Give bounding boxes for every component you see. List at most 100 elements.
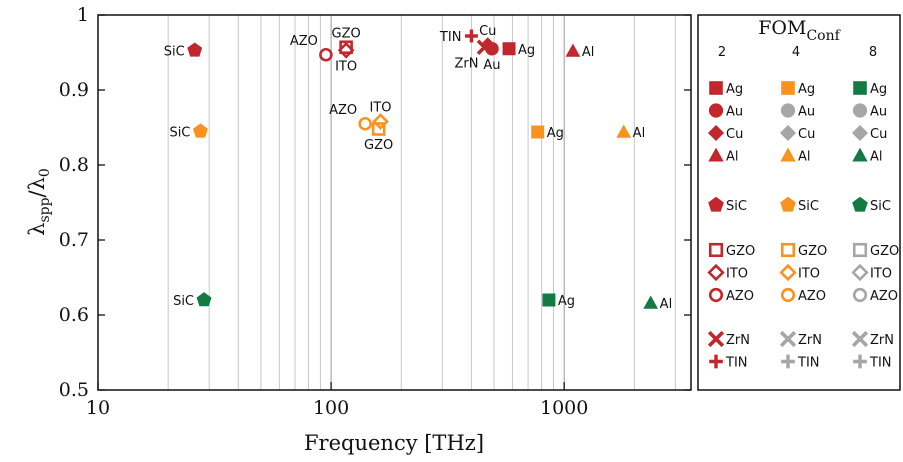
point-label: Au	[483, 58, 500, 73]
point-label: SiC	[164, 44, 185, 59]
grid-lines	[167, 15, 676, 390]
y-axis-title-mid: /λ	[25, 177, 49, 197]
legend-label: GZO	[870, 244, 899, 259]
point-label: Ag	[518, 43, 535, 58]
legend-label: Al	[726, 150, 739, 165]
legend-title: FOMConf	[758, 17, 841, 44]
y-axis-title-sub2: 0	[37, 168, 53, 177]
point-sic-2-marker	[187, 42, 203, 57]
point-label: Al	[633, 126, 646, 141]
legend-marker-al	[708, 147, 724, 162]
point-label: SiC	[169, 125, 190, 140]
point-label: ITO	[335, 59, 357, 74]
legend-label: Au	[726, 105, 743, 120]
point-label: SiC	[173, 294, 194, 309]
x-tick-label: 100	[313, 397, 349, 419]
legend-label: ITO	[798, 267, 820, 282]
legend-label: Ag	[726, 82, 743, 97]
point-tin-2-marker	[464, 29, 478, 43]
point-au-2-marker	[485, 41, 499, 56]
legend-label: Al	[870, 150, 883, 165]
legend-label: TIN	[797, 356, 820, 371]
y-tick-label: 0.8	[59, 154, 89, 176]
legend-marker-al	[852, 147, 868, 162]
legend-marker-au	[708, 103, 724, 118]
point-label: AZO	[329, 103, 357, 118]
legend-label: SiC	[798, 199, 819, 214]
legend-marker-zrn	[779, 330, 797, 348]
y-tick-label: 1	[77, 4, 89, 26]
svg-text:λspp/λ0: λspp/λ0	[25, 168, 53, 236]
point-sic-4-marker	[193, 123, 208, 138]
legend-marker-ito	[851, 263, 869, 282]
legend-label: AZO	[870, 289, 898, 304]
point-ag-2-marker	[502, 42, 516, 56]
data-points	[187, 29, 659, 309]
point-ag-8-marker	[542, 293, 556, 307]
legend-marker-au	[852, 103, 868, 118]
legend-title-main: FOM	[758, 17, 806, 39]
legend-marker-gzo	[780, 242, 796, 258]
axis-ticks: 0.5 0.6 0.7 0.8 0.9 1 10 100 1000	[59, 4, 691, 419]
legend-column-header: 4	[792, 45, 800, 60]
point-label: Cu	[479, 24, 496, 39]
legend-column-header: 2	[718, 45, 726, 60]
legend-marker-tin	[781, 354, 795, 369]
legend-label: Cu	[726, 127, 743, 142]
legend-label: SiC	[870, 199, 891, 214]
point-ag-4-marker	[531, 125, 545, 139]
legend-marker-al	[780, 147, 796, 162]
y-axis-title-main: λ	[25, 223, 49, 236]
x-axis-title: Frequency [THz]	[304, 431, 484, 455]
y-tick-label: 0.6	[59, 304, 89, 326]
point-label: Ag	[558, 294, 575, 309]
legend-marker-ito	[707, 263, 725, 282]
legend-marker-gzo	[852, 242, 868, 258]
point-label: ZrN	[454, 56, 478, 71]
legend-marker-tin	[853, 354, 867, 369]
point-label: Al	[660, 297, 673, 312]
legend-label: TIN	[725, 356, 748, 371]
legend-marker-au	[780, 103, 796, 118]
legend-marker-tin	[709, 354, 723, 369]
legend-label: Ag	[870, 82, 887, 97]
legend-label: AZO	[726, 289, 754, 304]
legend-label: GZO	[726, 244, 755, 259]
legend-marker-ag	[781, 81, 795, 95]
y-axis-title: λspp/λ0	[25, 168, 53, 236]
legend-marker-sic	[708, 196, 724, 212]
legend-label: ZrN	[798, 333, 822, 348]
y-tick-label: 0.7	[59, 229, 89, 251]
point-azo-2-marker	[319, 47, 333, 62]
legend-label: Ag	[798, 82, 815, 97]
legend-label: ITO	[726, 267, 748, 282]
legend-title-sub: Conf	[806, 28, 841, 44]
legend-marker-zrn	[707, 330, 725, 348]
point-sic-8-marker	[196, 292, 212, 307]
y-tick-label: 0.5	[59, 379, 89, 401]
point-al-4-marker	[616, 124, 632, 138]
y-tick-label: 0.9	[59, 79, 89, 101]
point-label: ITO	[370, 101, 392, 116]
x-tick-label: 10	[86, 397, 110, 419]
point-azo-4-marker	[358, 116, 372, 131]
point-ito-2-marker	[337, 41, 355, 59]
legend-label: ZrN	[870, 333, 894, 348]
legend-label: Cu	[870, 127, 887, 142]
legend-marker-zrn	[851, 330, 869, 348]
point-labels: SiC AZO GZO ITO TIN Cu ZrN Au Ag Al SiC AZO ITO GZO Ag…	[164, 24, 672, 312]
legend-marker-cu	[779, 124, 797, 142]
point-gzo-4-marker	[371, 122, 386, 136]
legend-label: Au	[870, 105, 887, 120]
x-tick-label: 1000	[540, 397, 588, 419]
legend-marker-cu	[707, 124, 725, 142]
legend-marker-azo	[708, 287, 724, 303]
legend-label: SiC	[726, 199, 747, 214]
legend-label: ZrN	[726, 333, 750, 348]
legend-marker-sic	[780, 196, 796, 212]
legend-marker-gzo	[708, 242, 724, 258]
legend-marker-ito	[779, 263, 797, 282]
legend-label: Au	[798, 105, 815, 120]
legend-marker-azo	[852, 287, 868, 303]
